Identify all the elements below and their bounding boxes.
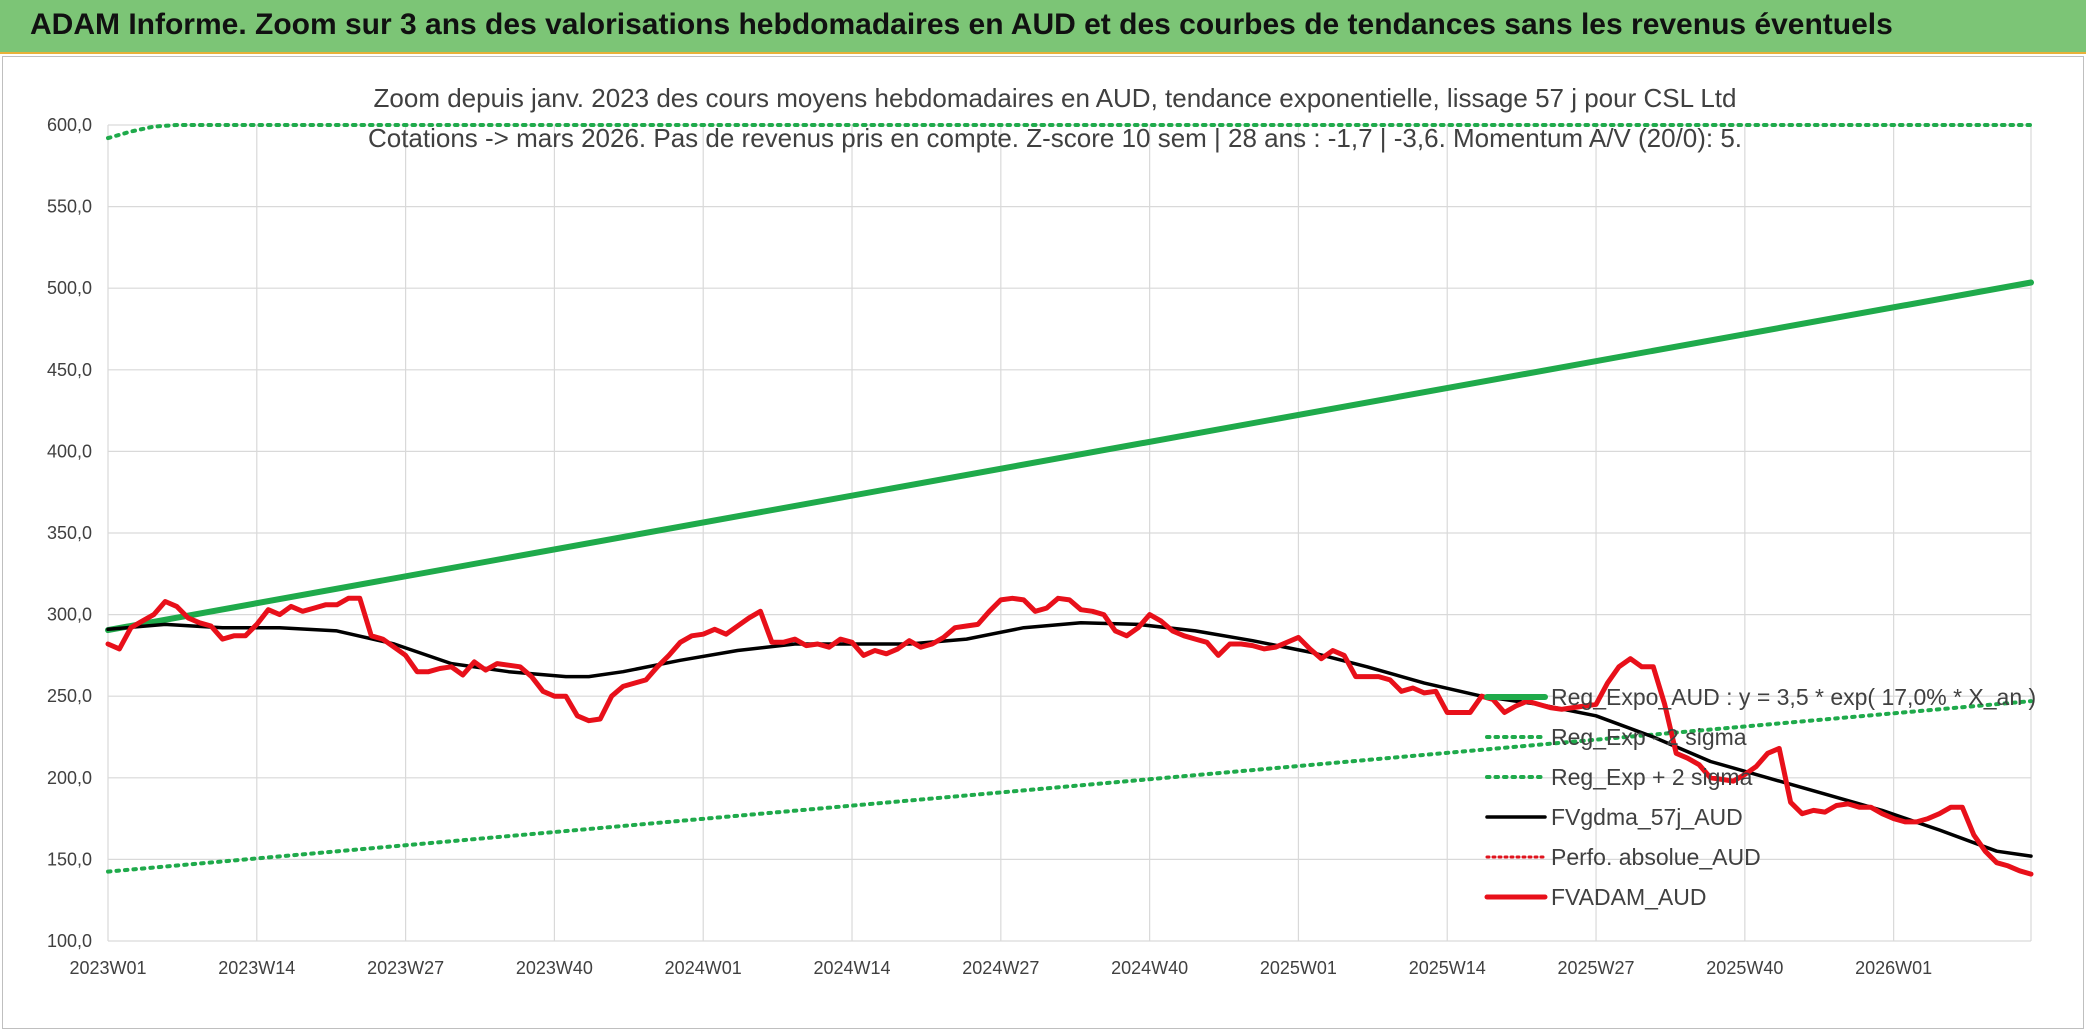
x-axis-ticks: 2023W01 2023W14 2023W27 2023W40 2024W01 2024W…: [69, 958, 1932, 978]
legend-label: Reg_Exp + 2 sigma: [1551, 764, 1753, 790]
x-tick-label: 2024W01: [665, 958, 742, 978]
fvadam-line: [105, 595, 2034, 877]
y-axis-ticks: 100,0 150,0 200,0 250,0 300,0 350,0 400,0 450,0…: [47, 115, 92, 951]
y-tick-label: 100,0: [47, 931, 92, 951]
legend-reg-exp-minus: Reg_Exp - 2 sigma: [1485, 724, 1747, 750]
y-tick-label: 200,0: [47, 768, 92, 788]
banner-title: ADAM Informe. Zoom sur 3 ans des valoris…: [30, 8, 1893, 41]
reg-exp-plus-2-sigma-line: [106, 123, 2033, 141]
legend-label: FVADAM_AUD: [1551, 884, 1707, 910]
legend-reg-expo: Reg_Expo_AUD : y = 3,5 * exp( 17,0% * X_…: [1484, 684, 2036, 710]
legend-label: Reg_Exp - 2 sigma: [1551, 724, 1747, 750]
x-tick-label: 2023W14: [218, 958, 295, 978]
chart-frame: 100,0 150,0 200,0 250,0 300,0 350,0 400,0 450,0…: [2, 56, 2084, 1029]
x-tick-label: 2024W40: [1111, 958, 1188, 978]
x-tick-label: 2024W27: [962, 958, 1039, 978]
y-tick-label: 450,0: [47, 360, 92, 380]
x-tick-label: 2025W27: [1558, 958, 1635, 978]
legend-reg-exp-plus: Reg_Exp + 2 sigma: [1485, 764, 1753, 790]
y-tick-label: 300,0: [47, 605, 92, 625]
reg-expo-line: [105, 279, 2034, 634]
legend: Reg_Expo_AUD : y = 3,5 * exp( 17,0% * X_…: [1484, 684, 2036, 910]
x-tick-label: 2023W40: [516, 958, 593, 978]
chart: 100,0 150,0 200,0 250,0 300,0 350,0 400,0 450,0…: [47, 83, 2036, 978]
y-tick-label: 550,0: [47, 197, 92, 217]
reg-exp-minus-2-sigma-line: [106, 699, 2033, 874]
x-tick-label: 2024W14: [813, 958, 890, 978]
legend-label: Reg_Expo_AUD : y = 3,5 * exp( 17,0% * X_…: [1551, 684, 2036, 710]
legend-fvgdma: FVgdma_57j_AUD: [1485, 804, 1743, 830]
y-tick-label: 600,0: [47, 115, 92, 135]
x-tick-label: 2025W01: [1260, 958, 1337, 978]
legend-label: Perfo. absolue_AUD: [1551, 844, 1761, 870]
chart-title: Zoom depuis janv. 2023 des cours moyens …: [374, 83, 1737, 113]
x-tick-label: 2023W01: [69, 958, 146, 978]
legend-perfo: Perfo. absolue_AUD: [1485, 844, 1761, 870]
chart-subtitle: Cotations -> mars 2026. Pas de revenus p…: [368, 123, 1742, 153]
fvgdma-57j-line: [106, 621, 2033, 858]
x-tick-label: 2023W27: [367, 958, 444, 978]
series: [105, 123, 2034, 877]
banner: ADAM Informe. Zoom sur 3 ans des valoris…: [0, 0, 2086, 54]
legend-fvadam: FVADAM_AUD: [1484, 884, 1707, 910]
y-tick-label: 500,0: [47, 278, 92, 298]
x-tick-label: 2025W14: [1409, 958, 1486, 978]
y-tick-label: 150,0: [47, 849, 92, 869]
y-tick-label: 350,0: [47, 523, 92, 543]
x-tick-label: 2025W40: [1706, 958, 1783, 978]
y-tick-label: 400,0: [47, 441, 92, 461]
y-tick-label: 250,0: [47, 686, 92, 706]
legend-label: FVgdma_57j_AUD: [1551, 804, 1743, 830]
x-tick-label: 2026W01: [1855, 958, 1932, 978]
